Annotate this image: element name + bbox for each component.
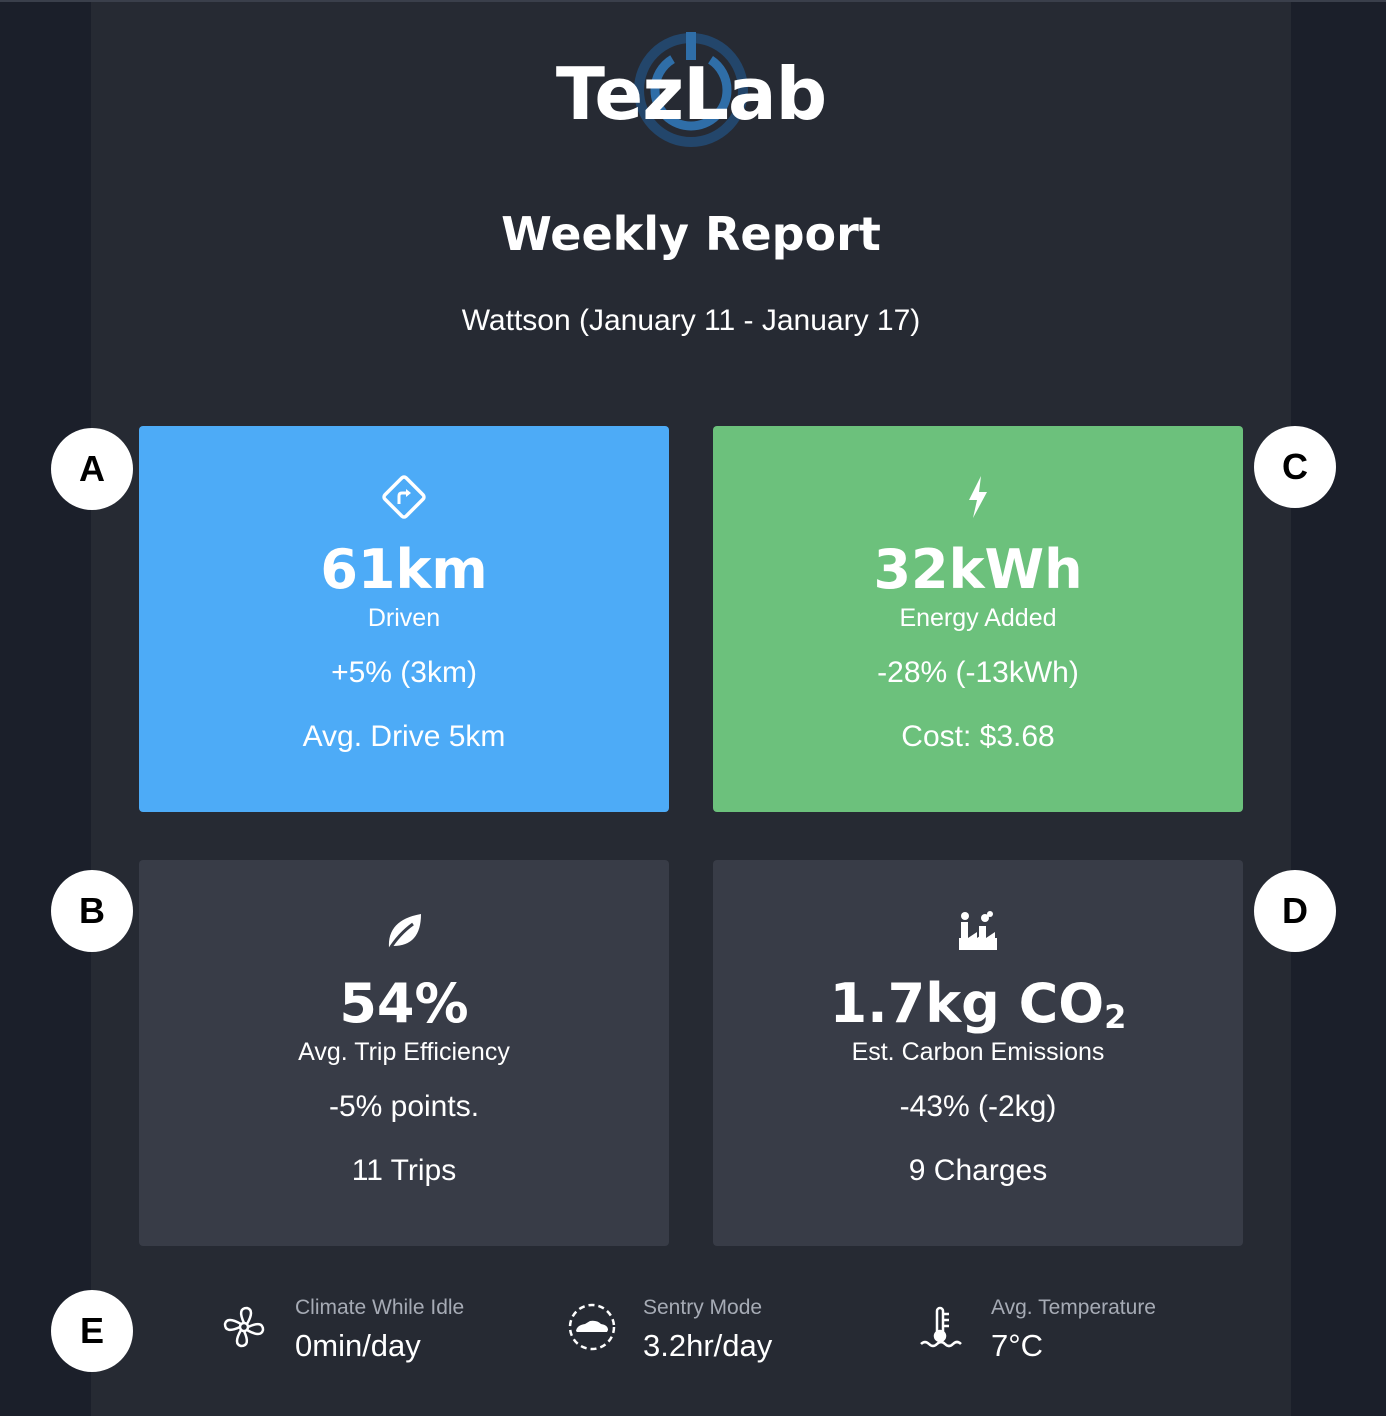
marker-b: B — [51, 870, 133, 952]
logo-text: TezLab — [555, 52, 827, 136]
distance-value: 61km — [320, 538, 488, 601]
tezlab-logo: TezLab — [91, 24, 1291, 164]
efficiency-label: Avg. Trip Efficiency — [298, 1038, 510, 1066]
emissions-label: Est. Carbon Emissions — [851, 1038, 1105, 1066]
emissions-card[interactable]: 1.7kg CO2 Est. Carbon Emissions -43% (-2… — [713, 860, 1243, 1246]
leaf-icon — [387, 914, 421, 951]
report-period: Wattson (January 11 - January 17) — [461, 304, 921, 337]
emissions-value: 1.7kg CO2 — [829, 972, 1127, 1036]
marker-a: A — [51, 428, 133, 510]
factory-icon — [959, 911, 997, 950]
avg-drive: Avg. Drive 5km — [302, 720, 506, 753]
stat-value: 0min/day — [295, 1328, 421, 1363]
stat-label: Climate While Idle — [295, 1296, 465, 1319]
top-border — [0, 0, 1386, 2]
efficiency-value: 54% — [339, 972, 469, 1035]
trip-count: 11 Trips — [351, 1154, 457, 1187]
page-title: Weekly Report — [501, 207, 881, 261]
stat-value: 7°C — [991, 1328, 1044, 1363]
stat-sentry-mode: Sentry Mode 3.2hr/day — [567, 1292, 867, 1372]
marker-e: E — [51, 1290, 133, 1372]
distance-card[interactable]: 61km Driven +5% (3km) Avg. Drive 5km — [139, 426, 669, 812]
stat-label: Avg. Temperature — [991, 1296, 1156, 1319]
efficiency-card[interactable]: 54% Avg. Trip Efficiency -5% points. 11 … — [139, 860, 669, 1246]
logo-ring-icon — [634, 32, 748, 147]
energy-change: -28% (-13kWh) — [877, 656, 1079, 689]
marker-c: C — [1254, 426, 1336, 508]
stat-value: 3.2hr/day — [643, 1328, 773, 1363]
route-sign-icon — [382, 475, 426, 519]
sentry-car-icon — [568, 1303, 616, 1351]
fan-icon — [223, 1306, 265, 1348]
energy-cost: Cost: $3.68 — [901, 720, 1055, 753]
energy-label: Energy Added — [899, 604, 1057, 632]
efficiency-change: -5% points. — [328, 1090, 480, 1123]
distance-label: Driven — [367, 604, 441, 632]
energy-value: 32kWh — [873, 538, 1083, 601]
marker-d: D — [1254, 870, 1336, 952]
distance-change: +5% (3km) — [331, 656, 477, 689]
stat-climate-idle: Climate While Idle 0min/day — [219, 1292, 519, 1372]
thermometer-icon — [920, 1306, 962, 1348]
emissions-change: -43% (-2kg) — [899, 1090, 1057, 1123]
charge-count: 9 Charges — [908, 1154, 1048, 1187]
co2-subscript: 2 — [1104, 998, 1127, 1036]
stat-label: Sentry Mode — [643, 1296, 763, 1319]
report-panel: TezLab Weekly Report Wattson (January 11… — [91, 2, 1291, 1416]
stat-avg-temperature: Avg. Temperature 7°C — [915, 1292, 1215, 1372]
energy-card[interactable]: 32kWh Energy Added -28% (-13kWh) Cost: $… — [713, 426, 1243, 812]
lightning-bolt-icon — [969, 476, 987, 518]
